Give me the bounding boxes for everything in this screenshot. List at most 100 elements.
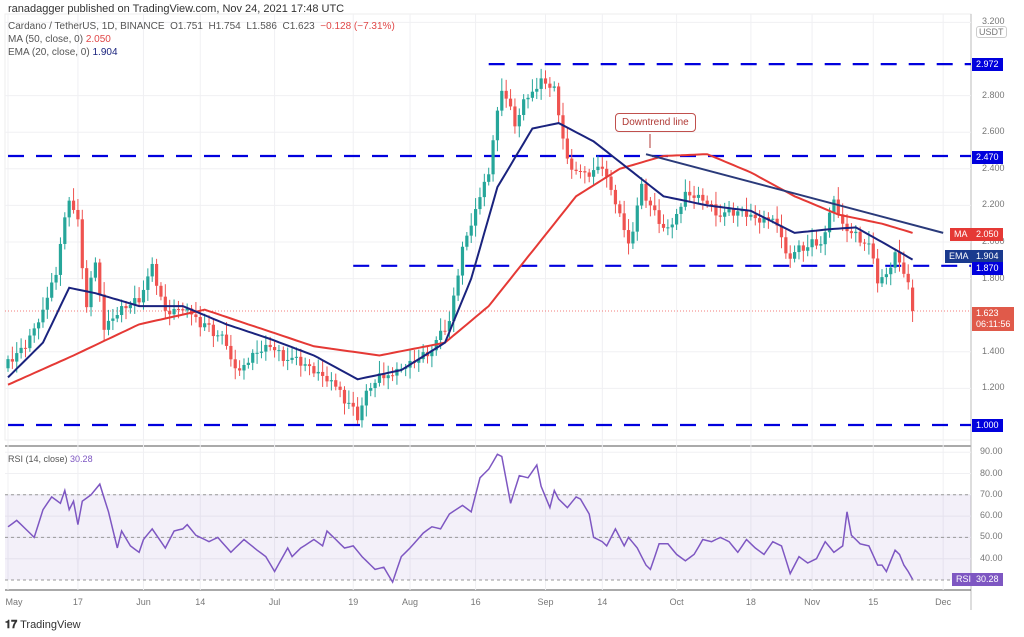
candle-body xyxy=(758,218,762,223)
candle-body xyxy=(50,282,54,298)
candle-body xyxy=(609,176,613,190)
candle-body xyxy=(827,212,832,233)
ma-label[interactable]: MA (50, close, 0) xyxy=(8,34,84,45)
time-tick: Nov xyxy=(804,597,821,607)
candle-body xyxy=(194,314,198,318)
ema-tag: EMA xyxy=(945,250,973,263)
time-tick: 14 xyxy=(195,597,206,607)
candle-body xyxy=(836,199,840,215)
candle-body xyxy=(203,323,207,328)
candle-body xyxy=(216,335,220,337)
rsi-tick: 40.00 xyxy=(980,552,1003,563)
candle-body xyxy=(447,321,451,332)
candle-body xyxy=(565,138,569,159)
candle-body xyxy=(543,78,548,84)
candle-body xyxy=(360,405,364,421)
candle-body xyxy=(80,219,84,269)
candle-body xyxy=(810,239,814,248)
candle-body xyxy=(6,359,10,369)
candle-body xyxy=(10,359,14,362)
candle-body xyxy=(570,158,574,170)
candle-body xyxy=(910,287,915,311)
candle-body xyxy=(500,90,504,111)
time-tick: Dec xyxy=(935,597,952,607)
time-tick: 15 xyxy=(868,597,879,607)
candle-body xyxy=(325,375,329,382)
candle-body xyxy=(884,274,888,278)
ema-value: 1.904 xyxy=(92,47,118,58)
candle-body xyxy=(150,263,154,277)
resistance-tag-2470: 2.470 xyxy=(972,151,1003,164)
candle-body xyxy=(268,344,272,348)
candle-body xyxy=(185,308,189,311)
candle-body xyxy=(220,334,224,336)
candle-body xyxy=(452,295,456,322)
candle-body xyxy=(513,106,517,127)
candle-body xyxy=(23,347,28,349)
ema-label[interactable]: EMA (20, close, 0) xyxy=(8,47,90,58)
time-tick: 16 xyxy=(470,597,481,607)
time-tick: May xyxy=(5,597,23,607)
candle-body xyxy=(897,252,902,263)
candle-body xyxy=(255,352,259,354)
candle-body xyxy=(198,317,202,328)
candle-body xyxy=(688,191,692,196)
ohlc-high: H1.754 xyxy=(208,21,241,32)
candle-body xyxy=(395,368,399,376)
resistance-tag-2972: 2.972 xyxy=(972,58,1003,71)
candle-body xyxy=(32,328,36,336)
time-tick: Sep xyxy=(537,597,554,607)
candle-body xyxy=(797,245,801,253)
candle-body xyxy=(294,356,299,358)
rsi-legend[interactable]: RSI (14, close) 30.28 xyxy=(8,454,93,464)
candle-body xyxy=(163,296,167,311)
candle-body xyxy=(54,274,58,283)
candle-body xyxy=(307,364,312,367)
candle-body xyxy=(622,213,626,231)
candle-body xyxy=(128,304,132,309)
time-tick: Jun xyxy=(136,597,151,607)
price-tick: 1.200 xyxy=(982,382,1005,393)
candle-body xyxy=(504,90,508,99)
candle-body xyxy=(168,310,172,315)
last-price: 1.623 xyxy=(976,308,999,318)
candle-body xyxy=(893,252,897,268)
candle-body xyxy=(246,362,250,365)
candle-body xyxy=(714,204,718,216)
candle-body xyxy=(176,308,181,310)
candle-body xyxy=(211,324,215,337)
candle-body xyxy=(775,218,779,226)
candle-body xyxy=(578,170,583,172)
candle-body xyxy=(277,350,281,352)
candle-body xyxy=(85,268,89,308)
candle-body xyxy=(390,375,395,377)
tradingview-logo[interactable]: 𝟏𝟕 TradingView xyxy=(5,619,81,631)
candle-body xyxy=(539,78,543,89)
candle-body xyxy=(482,181,486,198)
candle-body xyxy=(238,368,242,371)
candle-body xyxy=(377,373,382,383)
candle-body xyxy=(347,402,351,404)
support-tag-1870: 1.870 xyxy=(972,262,1003,275)
time-tick: Aug xyxy=(402,597,419,607)
candle-body xyxy=(906,273,910,283)
candle-body xyxy=(779,225,784,238)
candle-body xyxy=(823,232,827,245)
candle-body xyxy=(876,258,880,284)
candle-body xyxy=(709,204,714,206)
symbol: Cardano / TetherUS, 1D, BINANCE xyxy=(8,21,165,32)
candle-body xyxy=(106,320,111,330)
candle-body xyxy=(587,172,591,177)
candle-body xyxy=(819,244,823,246)
rsi-value-tag: 30.28 xyxy=(972,573,1003,586)
candle-body xyxy=(793,252,797,259)
candle-body xyxy=(15,353,19,362)
candle-body xyxy=(696,194,701,198)
candle-body xyxy=(806,247,810,251)
candle-body xyxy=(862,242,867,244)
candle-body xyxy=(600,166,604,169)
price-tick: 2.000 xyxy=(982,236,1005,246)
published-info: ranadagger published on TradingView.com,… xyxy=(8,3,345,15)
candle-body xyxy=(613,189,618,205)
